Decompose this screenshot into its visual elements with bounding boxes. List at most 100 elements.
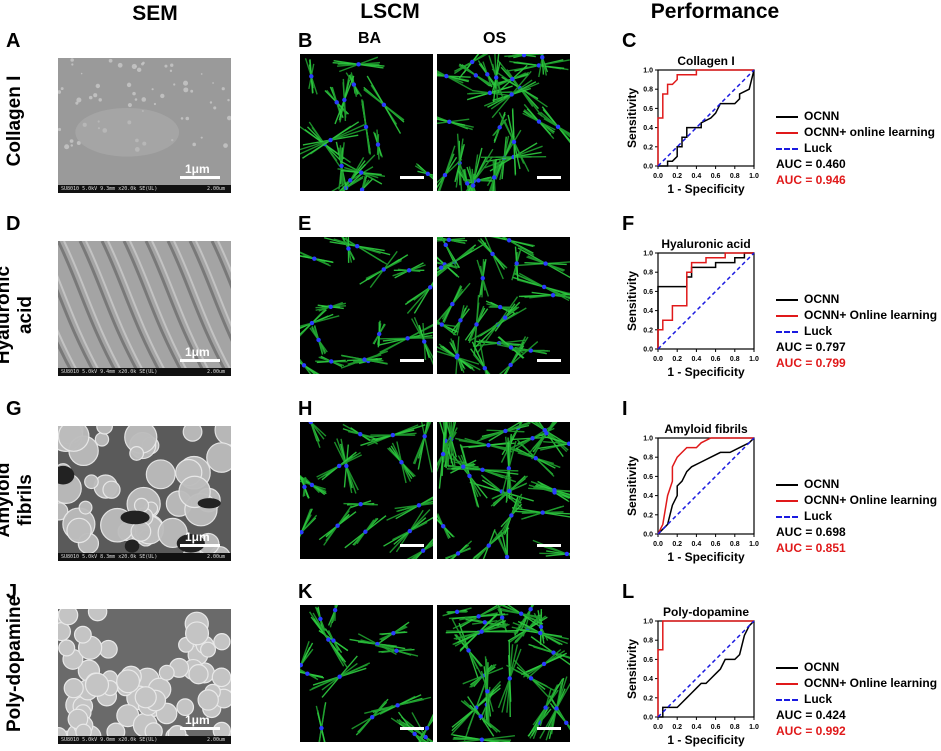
- lscm-image-os: [437, 54, 570, 191]
- x-tick-label: 0.4: [692, 724, 702, 731]
- column-header-performance: Performance: [635, 0, 795, 24]
- legend-label: OCNN: [804, 660, 839, 674]
- panel-letter: B: [298, 30, 312, 53]
- y-tick-label: 1.0: [643, 436, 653, 443]
- y-axis-label: Sensitivity: [625, 639, 639, 699]
- y-tick-label: 0.6: [643, 474, 653, 481]
- scale-bar: [537, 359, 561, 362]
- lscm-image-ba: [300, 605, 433, 742]
- x-tick-label: 0.8: [730, 356, 740, 363]
- y-tick-label: 0.6: [643, 289, 653, 296]
- lscm-image-os: [437, 605, 570, 742]
- legend-swatch: [776, 683, 798, 685]
- y-tick-label: 1.0: [643, 619, 653, 626]
- scale-bar: [537, 727, 561, 730]
- x-tick-label: 0.8: [730, 541, 740, 548]
- scale-label: 1μm: [185, 345, 210, 359]
- y-tick-label: 0.0: [643, 532, 653, 539]
- x-axis-label: 1 - Specificity: [667, 550, 745, 564]
- legend-swatch: [776, 148, 798, 150]
- x-tick-label: 0.0: [653, 173, 663, 180]
- scale-label: 1μm: [185, 162, 210, 176]
- y-tick-label: 1.0: [643, 68, 653, 75]
- row-label-line: fibrils: [15, 440, 37, 560]
- legend-label: Luck: [804, 509, 832, 523]
- lscm-subhead-os: OS: [483, 30, 506, 48]
- scale-bar: [180, 359, 220, 362]
- legend-label: OCNN+ online learning: [804, 125, 935, 139]
- x-tick-label: 0.4: [692, 356, 702, 363]
- x-tick-label: 0.0: [653, 541, 663, 548]
- legend-label: Luck: [804, 692, 832, 706]
- x-tick-label: 0.6: [711, 356, 721, 363]
- y-tick-label: 0.4: [643, 493, 653, 500]
- x-axis-label: 1 - Specificity: [667, 733, 745, 747]
- column-header-sem: SEM: [100, 2, 210, 26]
- y-tick-label: 0.8: [643, 638, 653, 645]
- y-tick-label: 0.2: [643, 512, 653, 519]
- scale-bar: [180, 176, 220, 179]
- legend-swatch: [776, 516, 798, 518]
- roc-series-2: [658, 621, 754, 717]
- auc-online: AUC = 0.992: [776, 724, 846, 738]
- sem-info-bar: SU8010 5.0kV 9.0mm x20.0k SE(UL)2.00um: [58, 736, 231, 744]
- column-header-lscm: LSCM: [320, 0, 460, 24]
- sem-image: 1μm SU8010 5.0kV 9.3mm x20.0k SE(UL) 2.00u…: [58, 58, 231, 193]
- y-tick-label: 0.6: [643, 657, 653, 664]
- auc-ocnn: AUC = 0.698: [776, 525, 846, 539]
- sem-info: SU8010 5.0kV 9.3mm x20.0k SE(UL): [61, 186, 157, 192]
- sem-info-bar: SU8010 5.0kV 8.3mm x20.0k SE(UL)2.00um: [58, 553, 231, 561]
- y-tick-label: 0.0: [643, 164, 653, 171]
- scale-bar: [180, 727, 220, 730]
- sem-scale-value: 2.00um: [207, 736, 231, 744]
- legend-label: OCNN: [804, 477, 839, 491]
- x-tick-label: 0.6: [711, 173, 721, 180]
- y-tick-label: 0.0: [643, 347, 653, 354]
- scale-label: 1μm: [185, 530, 210, 544]
- roc-title: Amyloid fibrils: [664, 422, 748, 436]
- panel-letter: G: [6, 398, 22, 421]
- panel-letter: A: [6, 30, 20, 53]
- legend-label: OCNN: [804, 109, 839, 123]
- y-tick-label: 0.6: [643, 106, 653, 113]
- legend-label: Luck: [804, 141, 832, 155]
- y-axis-label: Sensitivity: [625, 88, 639, 148]
- x-axis-label: 1 - Specificity: [667, 182, 745, 196]
- legend-swatch: [776, 500, 798, 502]
- scale-label: 1μm: [185, 713, 210, 727]
- auc-online: AUC = 0.851: [776, 541, 846, 555]
- sem-info: SU8010 5.0kV 9.4mm x20.0k SE(UL): [61, 369, 157, 375]
- auc-ocnn: AUC = 0.424: [776, 708, 846, 722]
- roc-title: Hyaluronic acid: [661, 237, 750, 251]
- legend-label: Luck: [804, 324, 832, 338]
- y-tick-label: 0.2: [643, 695, 653, 702]
- lscm-image-ba: [300, 237, 433, 374]
- sem-scale-value: 2.00um: [207, 185, 231, 193]
- lscm-subhead-ba: BA: [358, 30, 381, 48]
- panel-letter: K: [298, 581, 312, 604]
- x-axis-label: 1 - Specificity: [667, 365, 745, 379]
- legend-label: OCNN: [804, 292, 839, 306]
- x-tick-label: 0.6: [711, 541, 721, 548]
- scale-bar: [180, 544, 220, 547]
- x-tick-label: 0.2: [672, 356, 682, 363]
- x-tick-label: 0.4: [692, 173, 702, 180]
- panel-letter: D: [6, 213, 20, 236]
- sem-info-bar: SU8010 5.0kV 9.3mm x20.0k SE(UL) 2.00um: [58, 185, 231, 193]
- scale-bar: [400, 727, 424, 730]
- auc-online: AUC = 0.946: [776, 173, 846, 187]
- x-tick-label: 0.8: [730, 724, 740, 731]
- legend-label: OCNN+ Online learning: [804, 676, 937, 690]
- row-label-line: Poly-dopamine: [4, 612, 26, 732]
- scale-bar: [537, 544, 561, 547]
- x-tick-label: 0.2: [672, 724, 682, 731]
- sem-scale-value: 2.00um: [207, 553, 231, 561]
- lscm-image-os: [437, 237, 570, 374]
- x-tick-label: 0.2: [672, 541, 682, 548]
